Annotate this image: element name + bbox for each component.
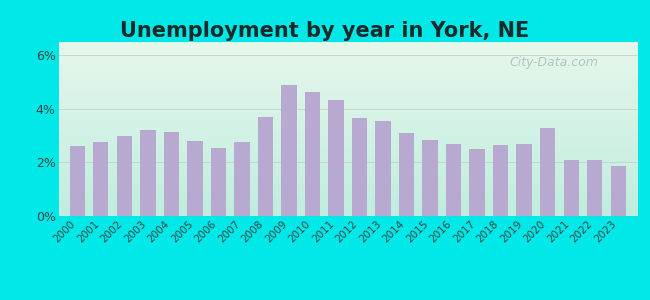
Bar <box>70 146 85 216</box>
Bar <box>187 141 203 216</box>
Bar <box>305 92 320 216</box>
Bar <box>234 142 250 216</box>
Bar <box>399 133 414 216</box>
Bar <box>610 167 626 216</box>
Bar <box>493 145 508 216</box>
Bar <box>422 140 437 216</box>
Bar <box>328 100 344 216</box>
Text: Unemployment by year in York, NE: Unemployment by year in York, NE <box>120 21 530 41</box>
Bar <box>469 149 485 216</box>
Bar <box>352 118 367 216</box>
Bar <box>281 85 296 216</box>
Bar <box>446 144 462 216</box>
Bar <box>140 130 155 216</box>
Bar <box>517 144 532 216</box>
Bar <box>258 117 273 216</box>
Bar <box>211 148 226 216</box>
Bar <box>587 160 603 216</box>
Bar <box>164 132 179 216</box>
Bar <box>117 136 132 216</box>
Bar <box>376 121 391 216</box>
Bar <box>564 160 578 216</box>
Bar <box>93 142 109 216</box>
Bar <box>540 128 555 216</box>
Text: City-Data.com: City-Data.com <box>510 56 599 69</box>
